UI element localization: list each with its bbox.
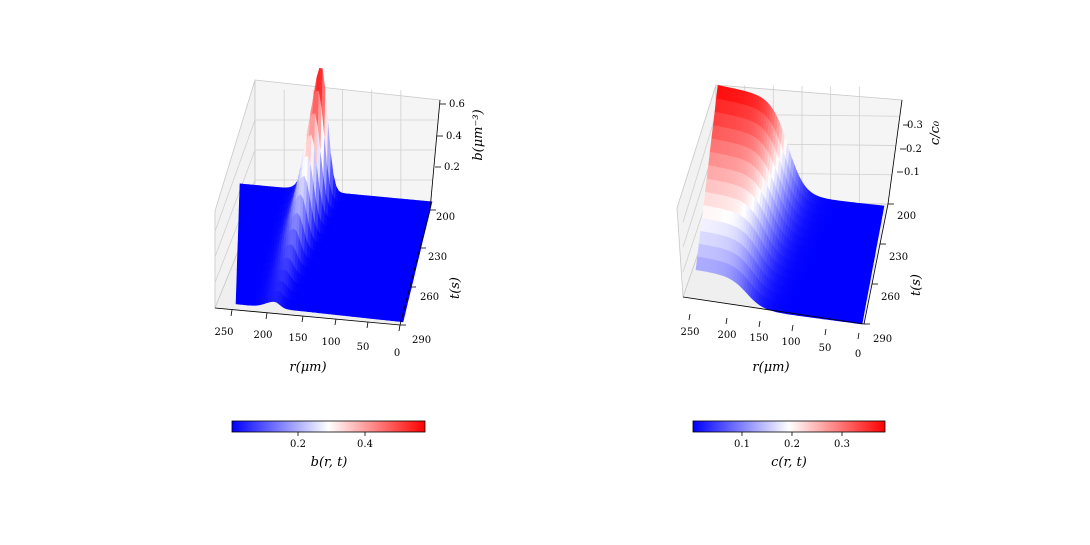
x-tick [791,324,794,332]
y-tick-label: 200 [897,211,916,222]
surface-patch [237,234,242,245]
x-axis-line [214,307,401,326]
surface-patch [235,294,240,305]
x-tick [334,318,337,326]
z-axis-title: c/c₀ [928,120,943,145]
surface-patch [238,209,243,219]
z-axis-line [887,99,903,205]
surface-patch [235,286,240,296]
surface-patch [237,226,242,236]
surface-c [695,85,885,325]
surface-patch [239,183,244,194]
surface-patch [238,200,243,211]
y-axis-title: t(s) [448,277,463,299]
colorbar-gradient [692,420,886,433]
x-tick [301,315,304,323]
y-tick-label: 230 [889,252,908,263]
colorbar-tick-label: 0.1 [734,439,750,450]
z-tick-label: 0.1 [904,167,920,178]
x-tick-label: 250 [680,327,699,338]
surface-patch [236,269,240,279]
surface-patch [236,260,241,271]
colorbar-label: c(r, t) [771,455,807,470]
colorbar-tick-label: 0.3 [834,439,850,450]
gridline [214,119,256,232]
surface-patch [238,217,242,228]
x-axis-line [682,296,865,325]
gridline [214,149,256,258]
x-tick [688,313,691,321]
y-tick-label: 290 [873,334,892,345]
x-tick [366,321,369,329]
y-tick-label: 260 [881,292,900,303]
x-tick-label: 100 [321,337,340,348]
surface-b [235,67,433,323]
colorbar-gradient [231,420,426,433]
surface-patch [239,192,243,202]
surface-patch [236,277,240,288]
surface-plot-b: 250 200 150 100 50 0 200 230 260 290 0.2… [214,67,486,375]
y-tick-label: 290 [412,335,431,346]
x-tick [857,332,860,340]
colorbar-c: 0.1 0.2 0.3 c(r, t) [692,420,886,470]
x-tick-label: 200 [253,330,272,341]
y-tick-label: 200 [436,212,455,223]
x-tick-label: 200 [717,330,736,341]
z-tick-label: 0.2 [906,144,922,155]
z-axis-line [429,99,441,211]
x-tick [265,312,268,320]
x-tick-label: 50 [357,342,370,353]
x-tick-label: 0 [394,348,400,359]
x-tick [398,324,401,332]
x-tick-label: 100 [781,337,800,348]
y-axis-line [863,203,889,325]
z-tick-label: 0.6 [449,99,465,110]
surface-patch [237,243,241,254]
surface-patch [695,256,701,271]
x-tick-label: 50 [819,343,832,354]
y-tick-label: 260 [420,292,439,303]
x-tick-label: 250 [214,327,233,338]
x-tick-label: 150 [288,333,307,344]
x-tick-label: 150 [749,333,768,344]
colorbar-tick-label: 0.4 [357,439,373,450]
z-tick-label: 0.4 [446,131,462,142]
z-axis-title: b(μm⁻³) [471,109,486,160]
x-tick [230,309,233,317]
z-tick-label: 0.3 [907,120,923,131]
y-axis-title: t(s) [909,274,924,296]
x-tick [725,317,728,325]
z-tick-label: 0.2 [444,162,460,173]
x-tick [824,328,827,336]
colorbar-tick-label: 0.2 [784,439,800,450]
surface-patch [237,252,241,262]
x-tick-label: 0 [855,349,861,360]
gridline [682,114,717,223]
colorbar-b: 0.2 0.4 b(r, t) [231,420,426,470]
x-axis-title: r(μm) [752,360,789,375]
colorbar-tick-label: 0.2 [290,439,306,450]
colorbar-label: b(r, t) [311,455,348,470]
x-axis-title: r(μm) [289,360,326,375]
x-tick [758,320,761,328]
y-axis-line [399,209,431,326]
y-tick-label: 230 [428,252,447,263]
surface-plot-c: 250 200 150 100 50 0 200 230 260 290 0.1… [676,84,943,375]
